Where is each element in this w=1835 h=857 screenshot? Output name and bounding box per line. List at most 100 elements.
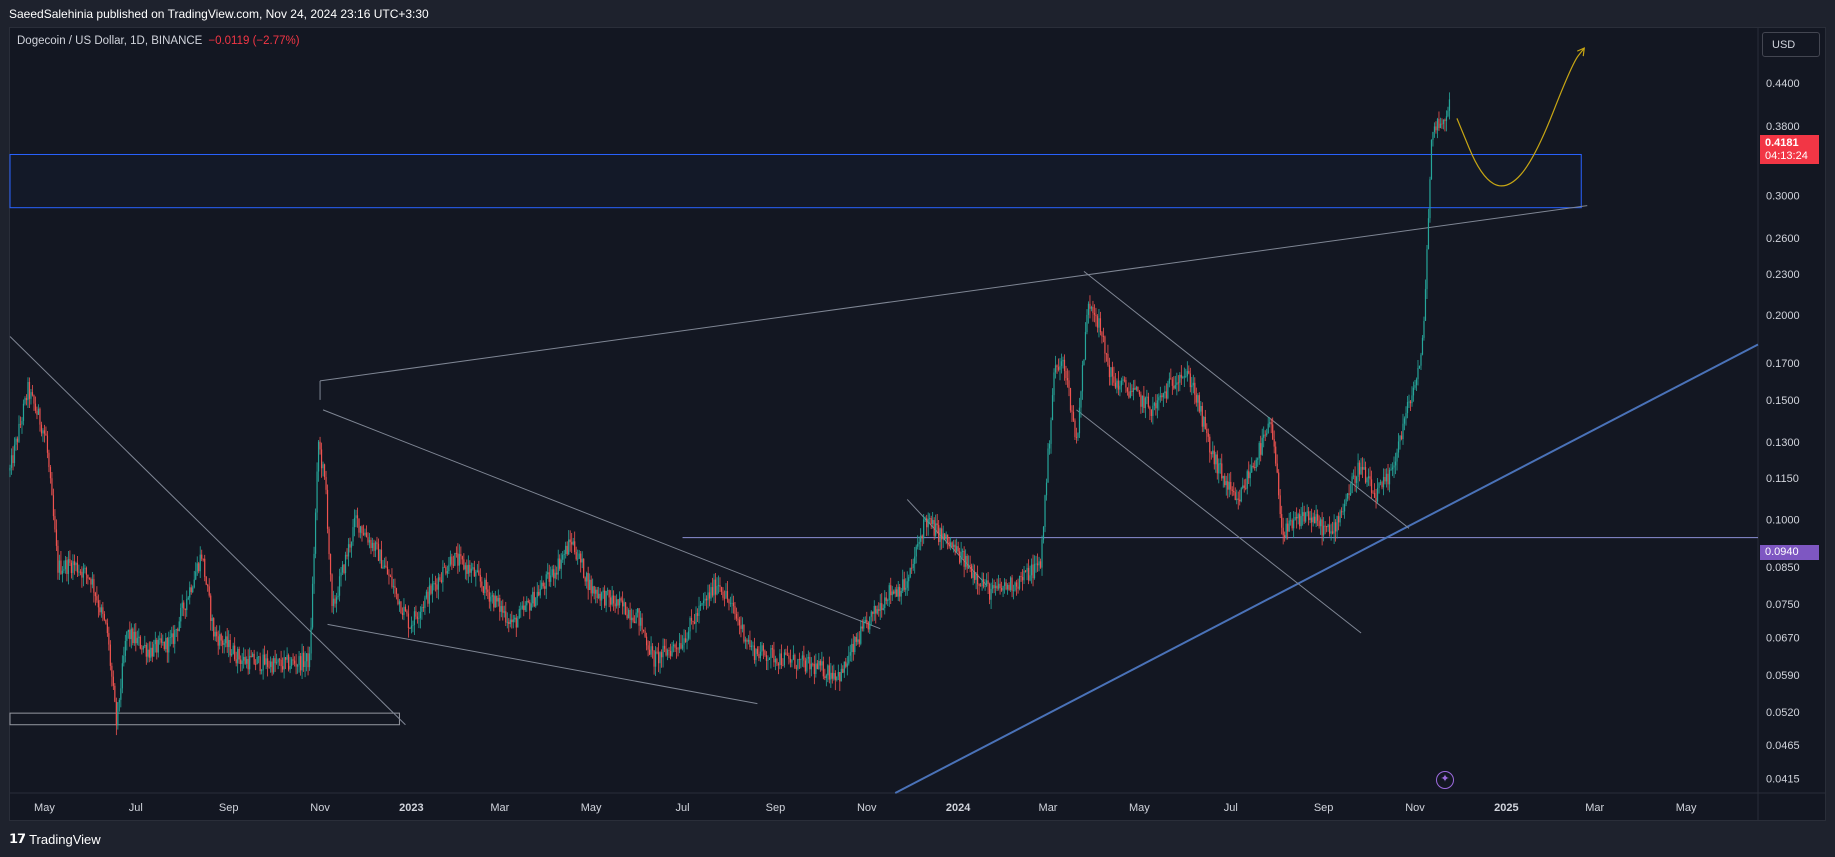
candle-body bbox=[671, 646, 673, 656]
candle-body bbox=[689, 617, 691, 632]
candle-body bbox=[1311, 517, 1313, 523]
candle-body bbox=[117, 702, 119, 726]
candle-body bbox=[1158, 397, 1160, 401]
candle-body bbox=[1090, 306, 1093, 309]
candle-body bbox=[849, 652, 851, 656]
y-tick-label: 0.0670 bbox=[1766, 632, 1800, 644]
y-tick-label: 0.1700 bbox=[1766, 358, 1800, 370]
candle-body bbox=[1014, 582, 1016, 591]
candle-body bbox=[720, 586, 723, 592]
footer-bar bbox=[0, 821, 1835, 857]
candle-body bbox=[138, 636, 140, 638]
candle-body bbox=[425, 591, 428, 598]
chart-frame[interactable] bbox=[9, 27, 1826, 821]
candle-body bbox=[18, 423, 20, 442]
candle-body bbox=[22, 403, 25, 421]
candle-body bbox=[831, 672, 833, 679]
candle-body bbox=[917, 543, 919, 547]
candle-body bbox=[719, 585, 721, 587]
candle-body bbox=[984, 585, 986, 587]
x-tick-label: Sep bbox=[766, 802, 786, 814]
candle-body bbox=[150, 647, 152, 658]
candle-body bbox=[634, 621, 636, 624]
candle-body bbox=[1129, 391, 1131, 398]
candle-body bbox=[1339, 511, 1341, 523]
candle-body bbox=[97, 600, 99, 608]
compass-icon[interactable]: ✦ bbox=[1436, 771, 1454, 789]
candle-body bbox=[846, 663, 848, 667]
candle-body bbox=[637, 608, 639, 613]
candle-body bbox=[986, 580, 988, 586]
candle-body bbox=[340, 572, 342, 577]
candle-body bbox=[926, 518, 928, 528]
x-tick-label: Sep bbox=[219, 802, 239, 814]
candle-body bbox=[1306, 511, 1308, 513]
candle-body bbox=[875, 605, 877, 614]
candle-body bbox=[1128, 391, 1130, 398]
candle-body bbox=[276, 662, 278, 664]
candle-body bbox=[914, 556, 916, 564]
candle-body bbox=[1323, 525, 1325, 536]
candle-body bbox=[1167, 383, 1169, 399]
candle-body bbox=[818, 660, 820, 670]
candle-body bbox=[1161, 395, 1163, 398]
candle-body bbox=[274, 658, 276, 664]
candle-body bbox=[746, 639, 748, 642]
candle-body bbox=[1337, 516, 1340, 523]
candle-body bbox=[270, 661, 272, 667]
candle-body bbox=[359, 526, 362, 533]
candle-body bbox=[148, 649, 150, 658]
candle-body bbox=[785, 652, 787, 655]
candle-body bbox=[611, 595, 613, 605]
candle-body bbox=[1448, 99, 1451, 111]
candle-body bbox=[255, 663, 257, 665]
candle-body bbox=[136, 637, 138, 644]
candle-body bbox=[959, 551, 961, 563]
candle-body bbox=[1447, 110, 1449, 117]
candle-body bbox=[282, 666, 284, 670]
candle-body bbox=[905, 587, 907, 590]
candle-body bbox=[121, 663, 123, 689]
candle-body bbox=[337, 595, 339, 598]
candle-body bbox=[1186, 371, 1188, 377]
candle-body bbox=[963, 550, 965, 567]
candle-body bbox=[1423, 320, 1425, 338]
candle-body bbox=[779, 653, 781, 666]
candle-body bbox=[85, 567, 87, 575]
candle-body bbox=[88, 578, 90, 580]
candle-body bbox=[1278, 472, 1280, 496]
candle-body bbox=[395, 588, 398, 594]
candle-body bbox=[523, 605, 525, 611]
symbol-title: Dogecoin / US Dollar, 1D, BINANCE bbox=[17, 35, 203, 47]
candle-body bbox=[1138, 391, 1140, 395]
candle-body bbox=[586, 573, 588, 582]
candle-body bbox=[1236, 498, 1238, 501]
candle-body bbox=[1279, 495, 1281, 515]
candle-body bbox=[90, 578, 92, 585]
candle-body bbox=[1111, 367, 1114, 377]
currency-button[interactable]: USD bbox=[1762, 32, 1820, 57]
candle-body bbox=[589, 579, 591, 590]
candle-body bbox=[467, 564, 469, 574]
candle-body bbox=[737, 618, 739, 620]
candle-body bbox=[1317, 514, 1319, 521]
candle-body bbox=[157, 639, 159, 653]
candle-body bbox=[1399, 435, 1401, 442]
candle-body bbox=[1168, 378, 1170, 384]
tradingview-brand[interactable]: 𝟭𝟳 TradingView bbox=[9, 831, 101, 847]
candle-body bbox=[776, 658, 778, 664]
candle-body bbox=[1296, 517, 1298, 519]
candle-body bbox=[583, 558, 585, 578]
candle-body bbox=[156, 639, 158, 653]
candle-body bbox=[1420, 354, 1422, 366]
candle-body bbox=[273, 658, 275, 673]
candle-body bbox=[1355, 476, 1358, 483]
candle-body bbox=[94, 592, 96, 597]
candle-body bbox=[355, 515, 357, 518]
candle-body bbox=[1403, 418, 1406, 424]
candle-body bbox=[864, 619, 866, 623]
x-tick-label: Mar bbox=[1585, 802, 1604, 814]
candle-body bbox=[547, 572, 549, 575]
candle-body bbox=[1005, 582, 1007, 590]
